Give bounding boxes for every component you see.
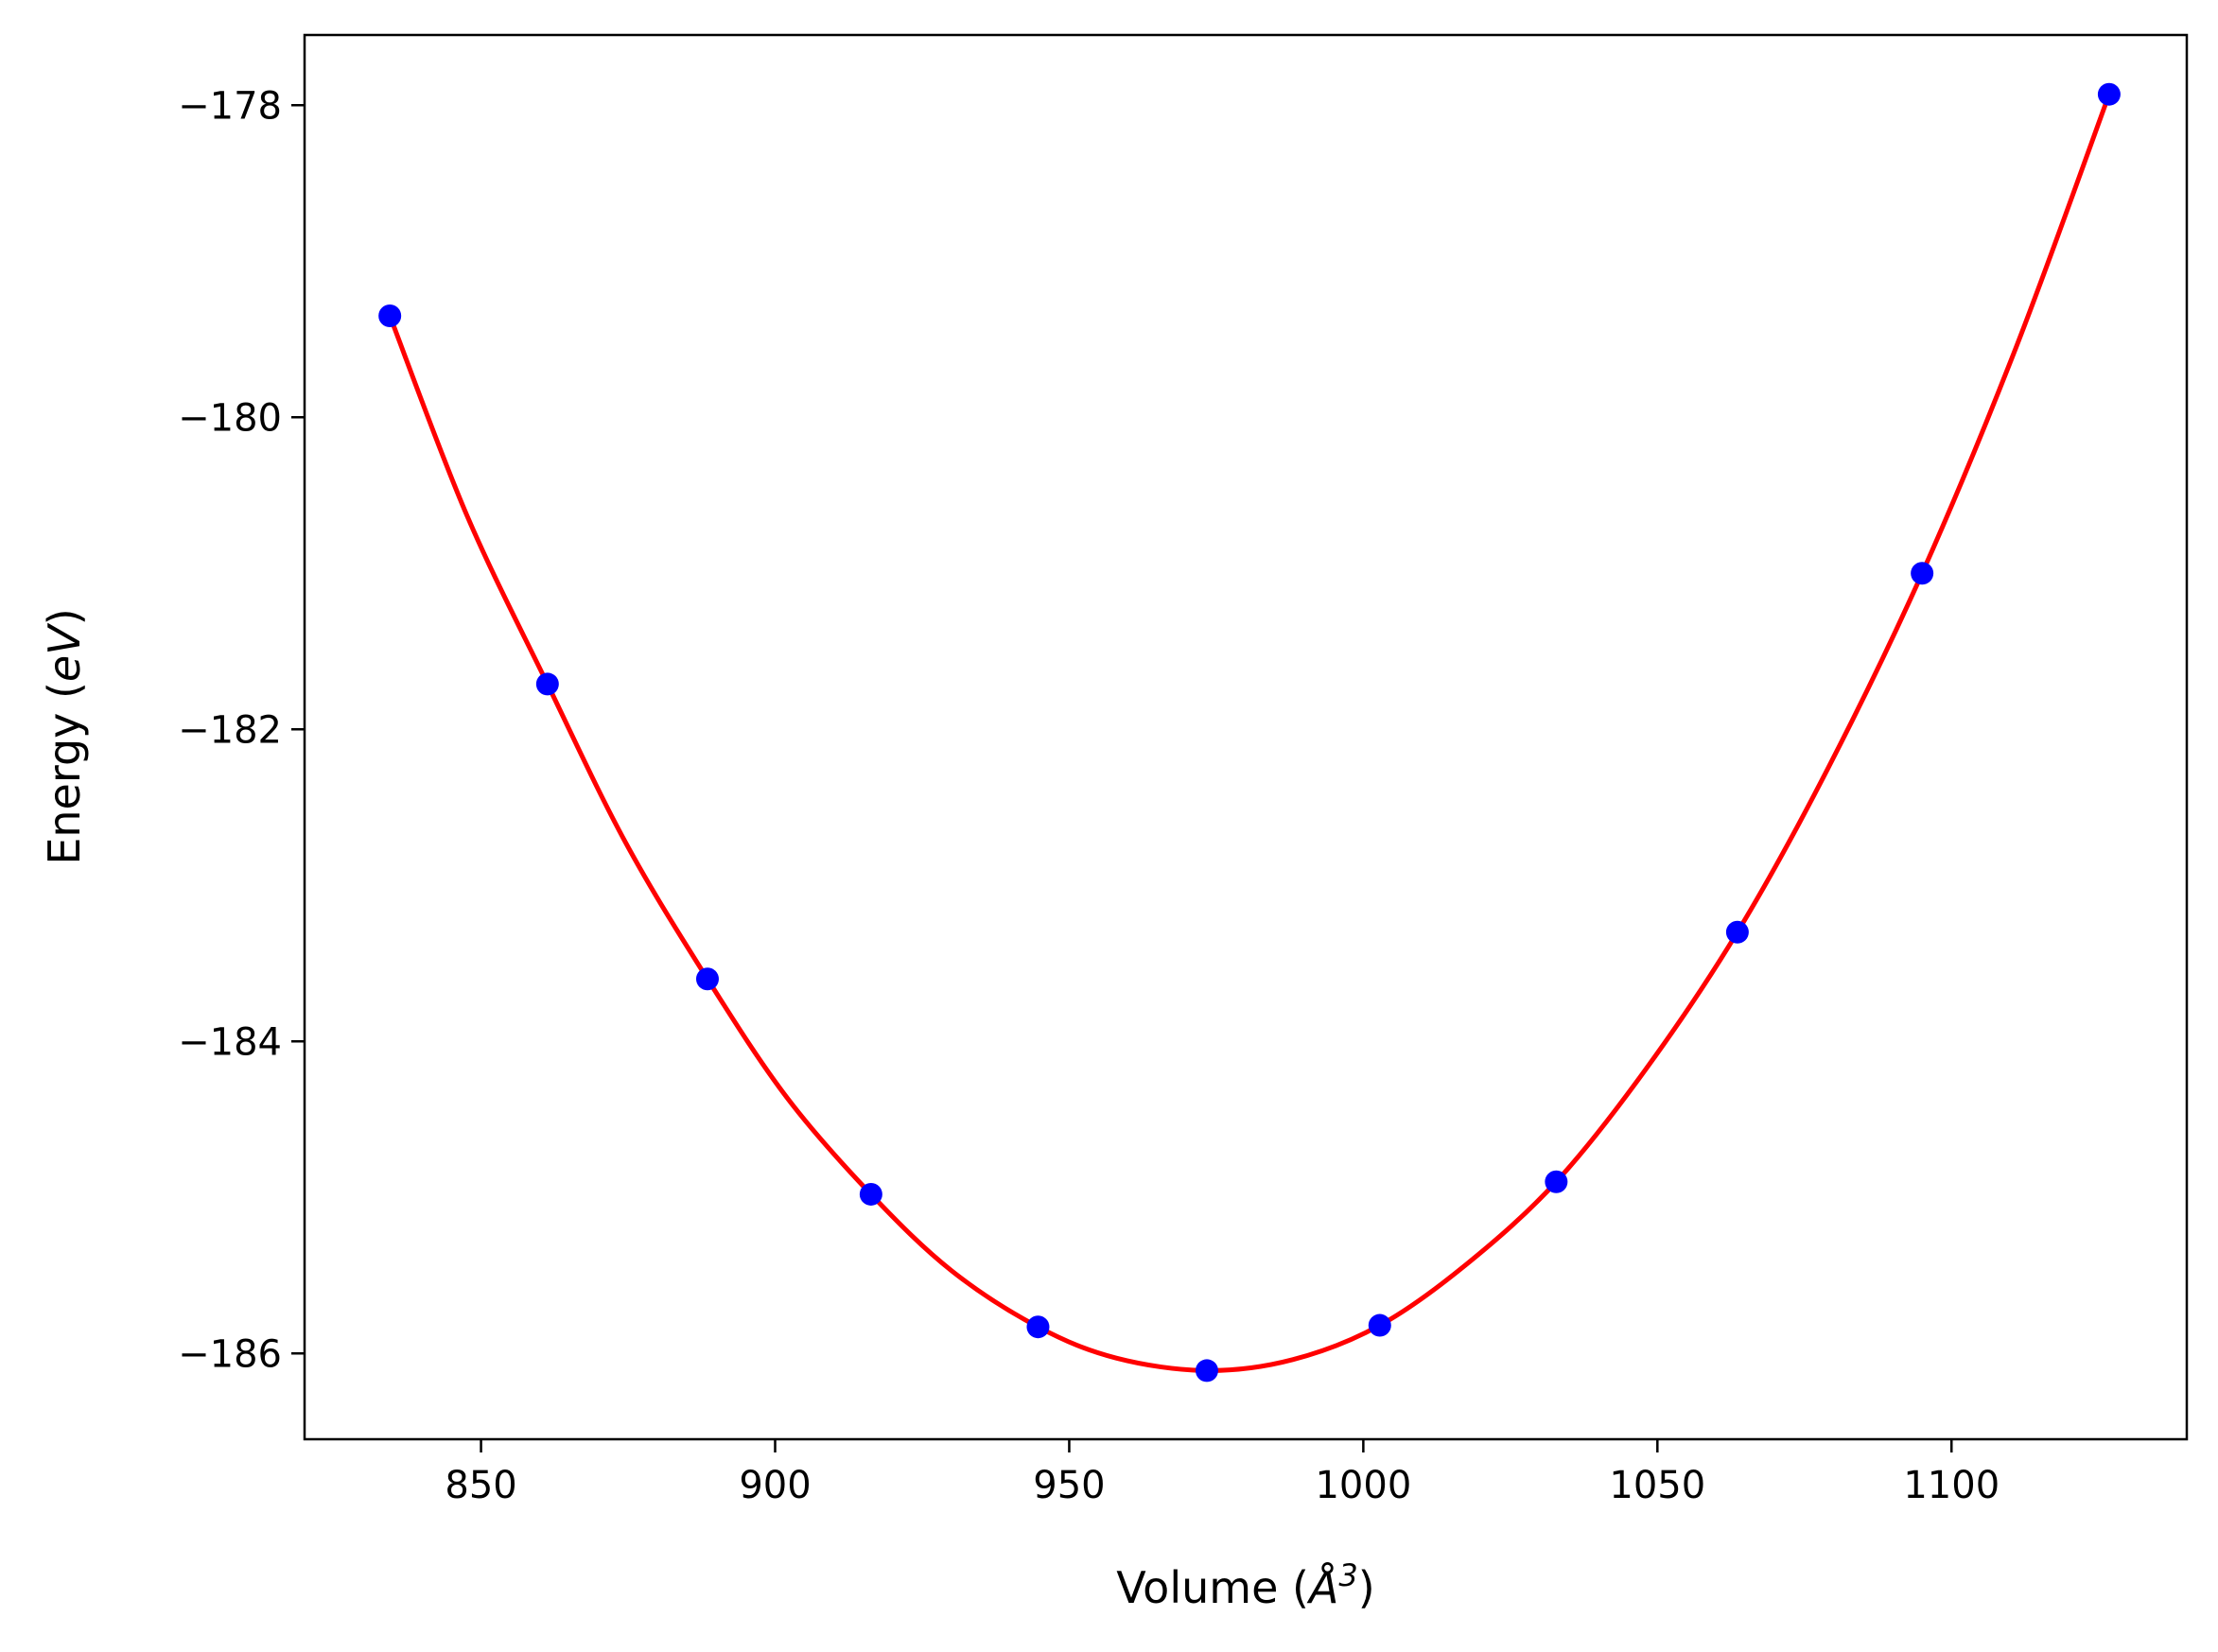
fit-curve-line: [387, 93, 2112, 1373]
data-point: [859, 1182, 882, 1206]
y-tick-label: −178: [178, 84, 282, 128]
y-tick-label: −182: [178, 708, 282, 752]
data-point: [2097, 82, 2121, 106]
data-point: [378, 304, 402, 327]
x-tick-label: 1050: [1609, 1464, 1705, 1507]
x-axis-label: Volume (Å3): [1116, 1557, 1374, 1613]
plot-frame: [303, 33, 2189, 1441]
data-point: [1368, 1313, 1391, 1337]
y-tick-label: −180: [178, 396, 282, 440]
x-tick-label: 1000: [1315, 1464, 1411, 1507]
x-tick-label: 900: [739, 1464, 811, 1507]
x-tick-label: 950: [1033, 1464, 1105, 1507]
data-point: [1911, 562, 1934, 585]
y-tick-label: −184: [178, 1020, 282, 1064]
data-point: [1195, 1359, 1218, 1382]
data-point: [1026, 1315, 1050, 1339]
data-point: [695, 967, 719, 991]
x-axis: 850 900 950 1000 1050 1100: [445, 1439, 2000, 1507]
y-axis: −178 −180 −182 −184 −186: [178, 84, 305, 1376]
x-tick-label: 1100: [1903, 1464, 2000, 1507]
x-tick-label: 850: [445, 1464, 516, 1507]
y-tick-label: −186: [178, 1332, 282, 1376]
data-point: [1545, 1170, 1568, 1193]
plot-area: [378, 82, 2121, 1382]
y-axis-label: Energy (eV): [39, 608, 90, 864]
data-point: [1725, 920, 1749, 944]
data-point: [535, 672, 559, 696]
